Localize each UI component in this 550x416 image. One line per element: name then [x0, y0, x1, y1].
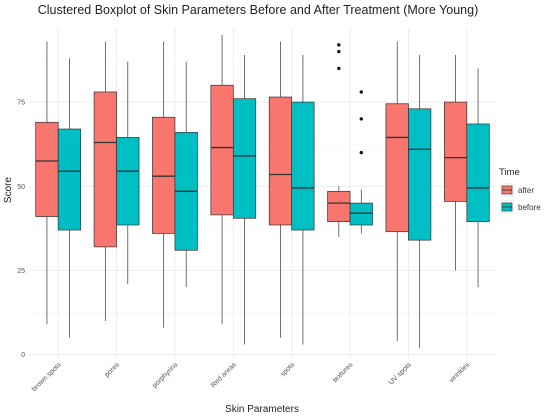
x-tick-label: UV spots	[388, 361, 413, 386]
box-before-pores	[116, 61, 140, 284]
box-body	[57, 128, 82, 231]
box-body	[443, 101, 468, 202]
legend-title: Time	[499, 167, 520, 178]
box-layer	[35, 34, 490, 348]
legend-label: after	[518, 186, 534, 195]
box-after-textures	[327, 43, 351, 237]
box-body	[116, 137, 140, 226]
y-tick-label: 0	[21, 352, 25, 359]
box-body	[291, 101, 315, 231]
y-tick-label: 25	[17, 268, 25, 275]
x-tick-label: Red areas	[210, 361, 238, 389]
legend: Time after before	[499, 167, 541, 214]
box-before-wrinkles	[466, 68, 490, 288]
box-after-pores	[93, 41, 117, 321]
box-body	[210, 84, 234, 216]
box-before-textures	[349, 90, 373, 234]
y-axis-title: Score	[3, 177, 14, 204]
box-after-porphyrins	[152, 41, 176, 328]
legend-item-after: after	[500, 183, 534, 197]
outlier-point	[359, 117, 363, 121]
box-before-porphyrins	[174, 61, 198, 288]
outlier-point	[359, 90, 363, 94]
box-body	[152, 116, 176, 234]
outlier-point	[359, 150, 363, 155]
box-after-brown-spots	[35, 41, 59, 325]
x-tick-label: wrinkles	[448, 361, 472, 385]
outlier-point	[337, 49, 341, 54]
legend-item-before: before	[500, 200, 541, 214]
box-before-spots	[291, 54, 315, 345]
x-tick-label: porphyrins	[151, 361, 179, 389]
box-body	[466, 123, 490, 222]
box-body	[385, 103, 409, 233]
y-tick-labels: 0 25 50 75	[17, 100, 25, 360]
x-tick-label: pores	[104, 361, 122, 379]
x-tick-label: brown spots	[31, 361, 63, 393]
box-after-wrinkles	[443, 54, 468, 271]
legend-label: before	[518, 203, 541, 212]
box-after-uv-spots	[385, 41, 409, 342]
outlier-point	[337, 66, 341, 71]
x-axis-title: Skin Parameters	[225, 404, 299, 415]
box-body	[268, 96, 293, 226]
box-before-uv-spots	[408, 54, 432, 348]
y-tick-label: 50	[17, 184, 25, 191]
box-after-red-areas	[210, 34, 234, 325]
box-after-spots	[268, 41, 293, 338]
box-body	[349, 202, 373, 226]
box-body	[408, 108, 432, 241]
outlier-point	[337, 43, 341, 47]
box-body	[232, 98, 257, 219]
box-before-brown-spots	[57, 58, 82, 338]
box-body	[93, 91, 117, 248]
x-tick-label: spots	[279, 361, 296, 378]
chart-title: Clustered Boxplot of Skin Parameters Bef…	[38, 3, 479, 17]
box-body	[327, 190, 351, 222]
box-before-red-areas	[232, 54, 257, 345]
x-tick-labels: brown spots pores porphyrins Red areas spots…	[31, 361, 472, 393]
y-tick-label: 75	[17, 100, 25, 107]
x-tick-label: textures	[332, 361, 355, 384]
box-body	[35, 121, 59, 217]
